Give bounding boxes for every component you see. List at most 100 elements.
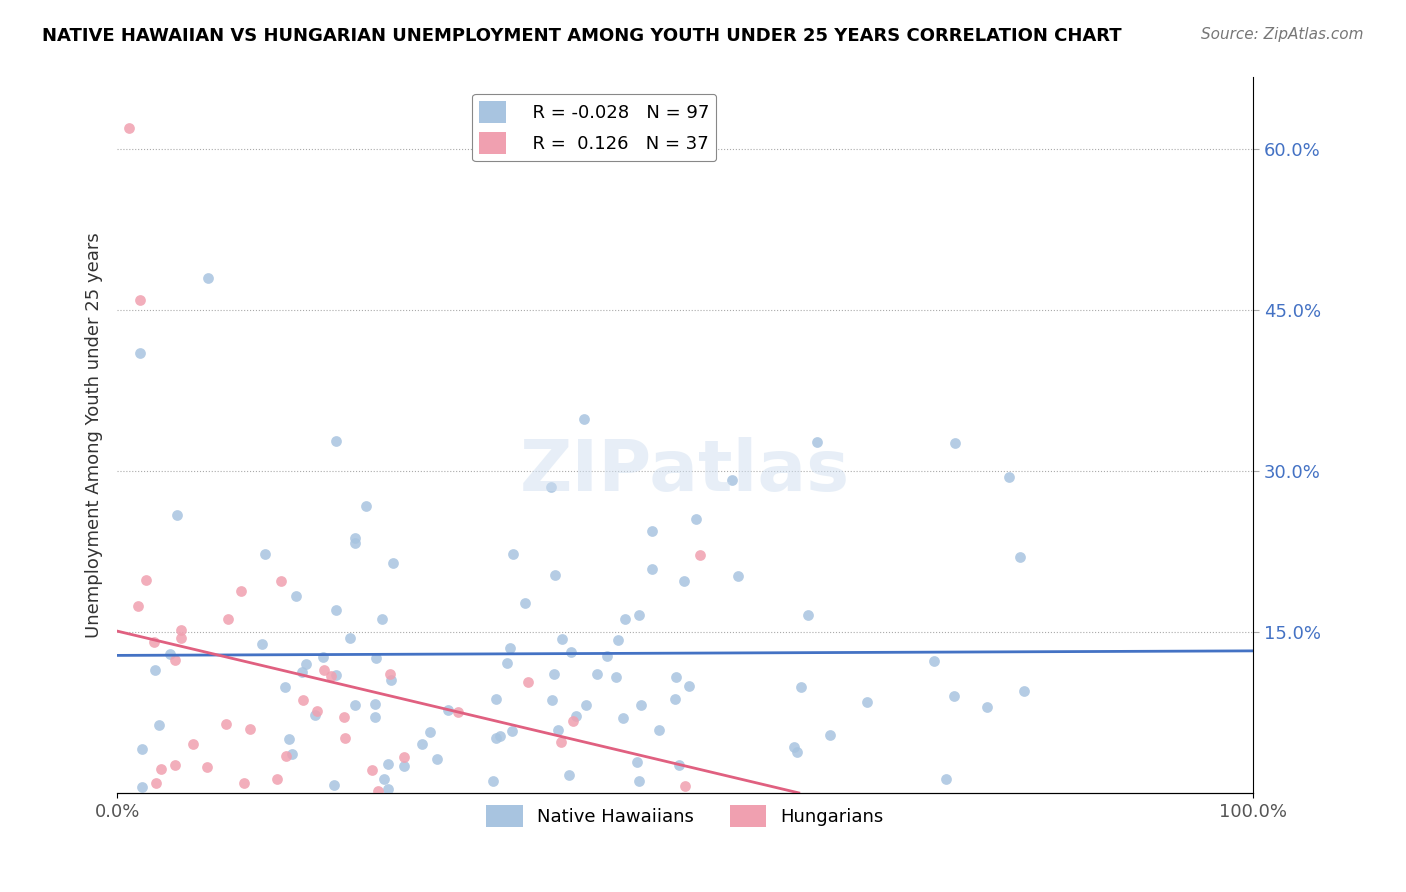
Point	[304, 708, 326, 723]
Point	[266, 772, 288, 786]
Point	[641, 562, 664, 576]
Point	[281, 747, 304, 761]
Point	[169, 631, 191, 645]
Point	[516, 674, 538, 689]
Point	[447, 705, 470, 719]
Point	[312, 663, 335, 677]
Point	[560, 645, 582, 659]
Point	[855, 695, 877, 709]
Point	[142, 635, 165, 649]
Point	[550, 735, 572, 749]
Point	[502, 547, 524, 561]
Point	[292, 692, 315, 706]
Point	[612, 711, 634, 725]
Point	[325, 603, 347, 617]
Point	[935, 772, 957, 786]
Point	[239, 723, 262, 737]
Point	[489, 729, 512, 743]
Point	[943, 436, 966, 450]
Point	[129, 346, 152, 360]
Point	[274, 749, 297, 764]
Point	[307, 704, 329, 718]
Point	[673, 574, 696, 589]
Point	[232, 776, 254, 790]
Point	[344, 698, 367, 712]
Point	[648, 723, 671, 737]
Point	[377, 781, 399, 796]
Point	[150, 762, 173, 776]
Point	[270, 574, 292, 589]
Point	[367, 784, 389, 798]
Point	[148, 718, 170, 732]
Point	[540, 692, 562, 706]
Point	[426, 752, 449, 766]
Point	[419, 725, 441, 739]
Point	[343, 531, 366, 545]
Point	[166, 508, 188, 522]
Point	[496, 656, 519, 670]
Point	[165, 757, 187, 772]
Point	[558, 768, 581, 782]
Point	[1008, 550, 1031, 565]
Point	[436, 703, 458, 717]
Point	[217, 612, 239, 626]
Point	[335, 731, 357, 745]
Point	[291, 665, 314, 679]
Point	[551, 632, 574, 647]
Point	[131, 742, 153, 756]
Point	[361, 763, 384, 777]
Point	[273, 680, 295, 694]
Point	[547, 723, 569, 738]
Point	[117, 120, 139, 135]
Point	[668, 758, 690, 772]
Text: Source: ZipAtlas.com: Source: ZipAtlas.com	[1201, 27, 1364, 42]
Point	[605, 670, 627, 684]
Point	[797, 607, 820, 622]
Point	[129, 293, 152, 307]
Point	[377, 757, 399, 772]
Point	[721, 473, 744, 487]
Point	[197, 271, 219, 285]
Point	[295, 657, 318, 672]
Text: NATIVE HAWAIIAN VS HUNGARIAN UNEMPLOYMENT AMONG YOUTH UNDER 25 YEARS CORRELATION: NATIVE HAWAIIAN VS HUNGARIAN UNEMPLOYMEN…	[42, 27, 1122, 45]
Point	[540, 480, 562, 494]
Point	[513, 596, 536, 610]
Point	[364, 698, 387, 712]
Point	[325, 668, 347, 682]
Point	[394, 750, 416, 764]
Point	[818, 728, 841, 742]
Point	[159, 647, 181, 661]
Point	[641, 524, 664, 538]
Point	[630, 698, 652, 713]
Point	[628, 774, 651, 789]
Point	[613, 612, 636, 626]
Point	[411, 737, 433, 751]
Point	[373, 772, 395, 787]
Point	[163, 653, 186, 667]
Point	[380, 673, 402, 688]
Point	[371, 612, 394, 626]
Point	[319, 669, 342, 683]
Point	[790, 681, 813, 695]
Point	[183, 737, 205, 751]
Point	[127, 599, 149, 614]
Legend: Native Hawaiians, Hungarians: Native Hawaiians, Hungarians	[479, 798, 891, 834]
Point	[678, 679, 700, 693]
Point	[170, 623, 193, 637]
Point	[806, 435, 828, 450]
Point	[195, 760, 218, 774]
Point	[312, 650, 335, 665]
Point	[278, 731, 301, 746]
Point	[565, 709, 588, 723]
Point	[364, 650, 387, 665]
Point	[627, 607, 650, 622]
Point	[135, 573, 157, 587]
Point	[344, 535, 367, 549]
Point	[498, 641, 520, 656]
Point	[727, 569, 749, 583]
Point	[378, 666, 401, 681]
Point	[572, 412, 595, 426]
Point	[392, 759, 415, 773]
Point	[586, 667, 609, 681]
Point	[363, 710, 385, 724]
